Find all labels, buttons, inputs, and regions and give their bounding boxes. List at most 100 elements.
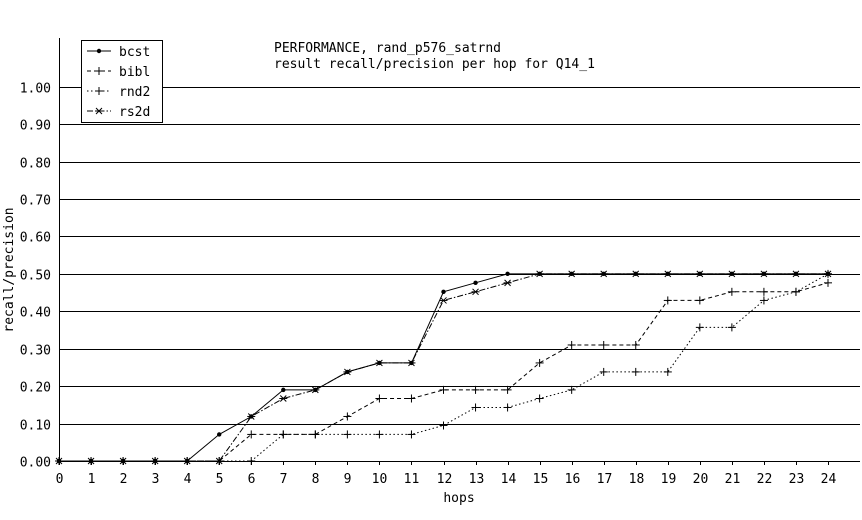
- y-tick-label: 0.80: [20, 157, 51, 172]
- chart-subtitle: result recall/precision per hop for Q14_…: [274, 57, 595, 72]
- point-rnd2: [471, 403, 480, 412]
- legend-marker-rnd2: [95, 87, 103, 95]
- point-bibl: [824, 278, 832, 287]
- grid-lines: [59, 87, 860, 425]
- x-tick-label: 21: [725, 472, 741, 487]
- y-tick-label: 0.30: [20, 344, 51, 359]
- x-tick-label: 11: [404, 472, 420, 487]
- point-rnd2: [759, 296, 768, 305]
- y-tick-label: 1.00: [20, 82, 51, 97]
- legend-marker-rs2d: [95, 107, 103, 115]
- series-lines: [55, 269, 832, 465]
- x-tick-label: 13: [469, 472, 485, 487]
- point-rs2d: [727, 270, 736, 278]
- y-tick-label: 0.00: [20, 456, 51, 471]
- x-tick-label: 17: [597, 472, 613, 487]
- series-line-rs2d: [59, 273, 828, 462]
- point-bcst: [217, 432, 222, 437]
- point-bibl: [343, 412, 352, 421]
- point-rs2d: [247, 413, 256, 420]
- point-rnd2: [343, 430, 352, 439]
- point-bibl: [503, 385, 512, 394]
- point-bibl: [535, 358, 544, 367]
- point-bibl: [727, 287, 736, 296]
- x-tick-label: 20: [693, 472, 709, 487]
- point-rs2d: [631, 270, 640, 278]
- point-rs2d: [55, 457, 63, 465]
- point-rnd2: [535, 394, 544, 403]
- point-bibl: [439, 385, 448, 394]
- point-rs2d: [535, 270, 544, 278]
- point-rs2d: [663, 270, 672, 278]
- x-tick-label: 10: [372, 472, 388, 487]
- series-line-rnd2: [59, 273, 829, 462]
- point-bcst: [473, 280, 478, 286]
- point-rs2d: [824, 270, 832, 278]
- point-rs2d: [439, 297, 448, 304]
- point-rnd2: [663, 367, 672, 376]
- point-rs2d: [567, 270, 576, 278]
- point-rnd2: [311, 430, 320, 439]
- x-tick-label: 16: [565, 472, 581, 487]
- point-bibl: [247, 430, 256, 439]
- x-tick-label: 14: [501, 472, 517, 487]
- x-tick-label: 3: [152, 472, 160, 487]
- legend-marker-bcst: [96, 48, 102, 54]
- point-rs2d: [343, 368, 352, 376]
- legend-marker-bibl: [95, 67, 103, 75]
- point-rs2d: [87, 457, 96, 465]
- point-bcst: [281, 387, 286, 393]
- point-bcst: [441, 289, 446, 295]
- point-rs2d: [215, 457, 224, 465]
- point-rnd2: [567, 385, 576, 394]
- series-line-bcst: [59, 273, 828, 462]
- y-tick-label: 0.70: [20, 194, 51, 209]
- x-tick-label: 19: [661, 472, 677, 487]
- x-tick-label: 1: [88, 472, 96, 487]
- point-rs2d: [375, 359, 384, 367]
- point-rnd2: [439, 421, 448, 430]
- point-rs2d: [279, 395, 288, 402]
- point-rs2d: [599, 270, 608, 278]
- point-bibl: [759, 287, 768, 296]
- x-tick-label: 22: [757, 472, 773, 487]
- x-tick-label: 9: [344, 472, 352, 487]
- point-rnd2: [279, 430, 288, 439]
- legend-label-rnd2: rnd2: [119, 85, 150, 100]
- point-rs2d: [151, 457, 160, 465]
- x-tick-label: 5: [216, 472, 224, 487]
- point-rs2d: [407, 359, 416, 367]
- legend-label-rs2d: rs2d: [119, 105, 150, 120]
- point-rs2d: [695, 270, 704, 278]
- point-bibl: [599, 340, 608, 349]
- x-axis-title: hops: [443, 491, 474, 506]
- point-rnd2: [247, 457, 256, 465]
- point-rnd2: [631, 367, 640, 376]
- point-bibl: [471, 385, 480, 394]
- y-tick-label: 0.10: [20, 419, 51, 434]
- y-tick-label: 0.90: [20, 119, 51, 134]
- point-bcst: [505, 271, 510, 277]
- point-rs2d: [183, 457, 192, 465]
- x-tick-label: 7: [280, 472, 288, 487]
- point-bibl: [567, 340, 576, 349]
- legend: bcst bibl rnd2 rs2d: [81, 40, 163, 123]
- y-tick-label: 0.60: [20, 231, 51, 246]
- point-rnd2: [791, 287, 800, 296]
- point-bibl: [663, 296, 672, 305]
- chart-title: PERFORMANCE, rand_p576_satrnd: [274, 41, 501, 56]
- legend-label-bcst: bcst: [119, 45, 150, 60]
- point-bibl: [407, 394, 416, 403]
- x-tick-label: 15: [533, 472, 549, 487]
- point-rs2d: [503, 279, 512, 287]
- point-rnd2: [503, 403, 512, 412]
- point-rs2d: [119, 457, 128, 465]
- point-bibl: [695, 296, 704, 305]
- point-rs2d: [759, 270, 768, 278]
- legend-box: [81, 40, 163, 123]
- point-rs2d: [471, 288, 480, 296]
- axes: 0.00 0.10 0.20 0.30 0.40 0.50 0.60 0.70 0.80 0.90…: [20, 38, 860, 487]
- point-rnd2: [695, 323, 704, 332]
- x-tick-label: 18: [629, 472, 645, 487]
